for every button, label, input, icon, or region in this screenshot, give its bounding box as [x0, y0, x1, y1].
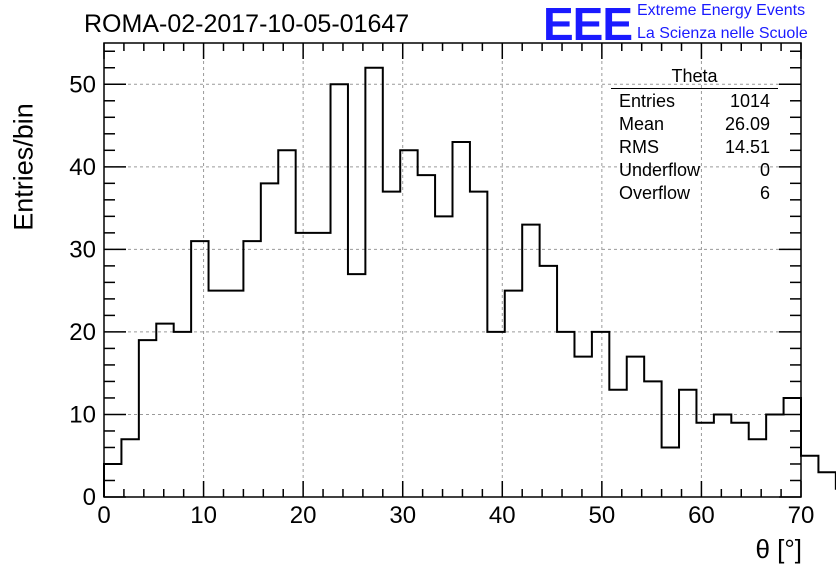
x-tick-label: 50 — [589, 502, 616, 529]
chart-title: ROMA-02-2017-10-05-01647 — [84, 10, 410, 38]
stats-title: Theta — [611, 66, 778, 89]
stats-label: Entries — [619, 91, 676, 111]
y-tick-label: 20 — [69, 319, 96, 346]
stats-label: Underflow — [619, 160, 701, 180]
stats-value: 26.09 — [724, 114, 770, 134]
logo-line-2: La Scienza nelle Scuole — [637, 25, 808, 42]
x-tick-label: 0 — [97, 502, 110, 529]
x-tick-label: 40 — [489, 502, 516, 529]
stats-label: Overflow — [619, 183, 691, 203]
stats-value: 6 — [759, 183, 770, 203]
stats-row: RMS 14.51 — [611, 136, 778, 159]
stats-box: Theta Entries 1014 Mean 26.09 RMS 14.51 Underf… — [611, 66, 778, 205]
histogram-line — [103, 66, 836, 497]
x-tick-label: 20 — [290, 502, 317, 529]
y-axis-label-container: Entries/bin — [4, 103, 44, 231]
y-tick-label: 10 — [69, 401, 96, 428]
stats-row: Overflow 6 — [611, 182, 778, 205]
stats-value: 14.51 — [724, 137, 770, 157]
y-tick-label: 30 — [69, 236, 96, 263]
x-axis-label: θ [°] — [755, 534, 802, 564]
y-tick-labels: 0 10 20 30 40 50 — [69, 71, 96, 511]
x-tick-label: 60 — [688, 502, 715, 529]
plot-frame — [103, 42, 802, 498]
stats-row: Mean 26.09 — [611, 113, 778, 136]
y-axis-label: Entries/bin — [8, 103, 39, 231]
logo-line-1: Extreme Energy Events — [637, 2, 806, 19]
y-tick-label: 50 — [69, 71, 96, 98]
eee-logo: EEE — [543, 0, 633, 50]
stats-value: 1014 — [729, 91, 770, 111]
stats-label: Mean — [619, 114, 665, 134]
y-tick-label: 40 — [69, 154, 96, 181]
x-tick-label: 10 — [190, 502, 217, 529]
stats-row: Entries 1014 — [611, 90, 778, 113]
stats-row: Underflow 0 — [611, 159, 778, 182]
stats-label: RMS — [619, 137, 659, 157]
x-tick-label: 30 — [389, 502, 416, 529]
x-tick-label: 70 — [788, 502, 815, 529]
axis-ticks — [103, 43, 802, 498]
stats-rows: Entries 1014 Mean 26.09 RMS 14.51 Underflow 0 Ov… — [611, 90, 778, 205]
x-tick-labels: 0 10 20 30 40 50 60 70 — [97, 502, 814, 529]
stats-value: 0 — [759, 160, 770, 180]
y-tick-label: 0 — [83, 484, 96, 511]
